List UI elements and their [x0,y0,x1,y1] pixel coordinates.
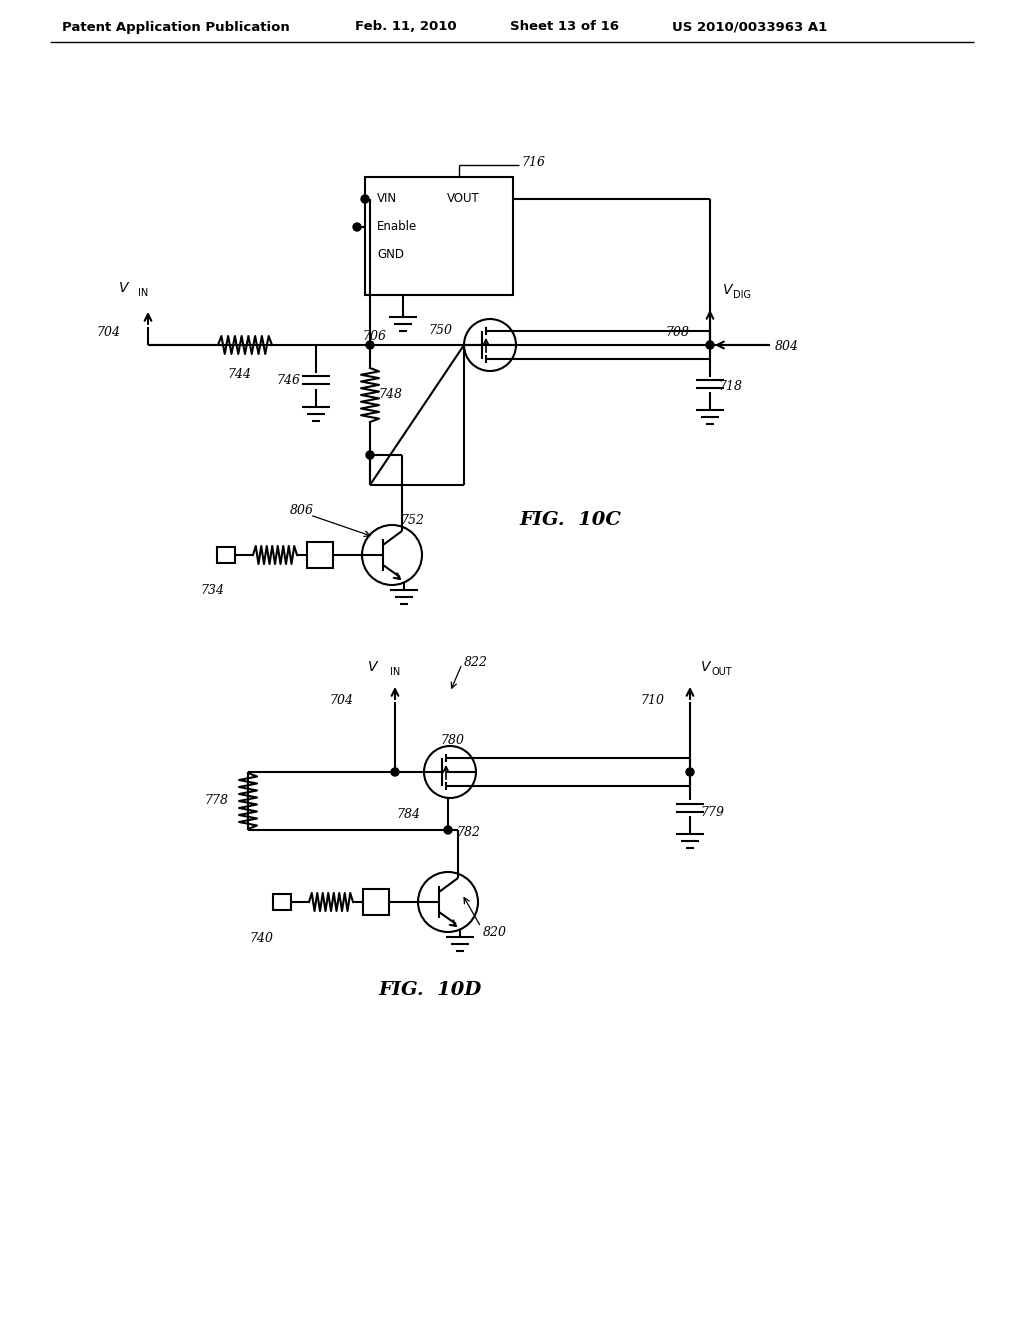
Bar [365,177,513,294]
Text: 716: 716 [521,156,545,169]
Text: 744: 744 [227,368,251,381]
Circle shape [686,768,694,776]
Circle shape [353,223,361,231]
Text: 820: 820 [483,925,507,939]
Bar [273,894,291,909]
Text: 704: 704 [329,693,353,706]
Text: 782: 782 [456,825,480,838]
Text: 784: 784 [396,808,420,821]
Text: 706: 706 [362,330,386,343]
Text: $V$: $V$ [367,660,379,675]
Text: 740: 740 [249,932,273,945]
Text: 746: 746 [276,374,300,387]
Text: Enable: Enable [377,220,417,234]
Text: IN: IN [390,667,400,677]
Text: FIG.  10C: FIG. 10C [519,511,621,529]
Circle shape [444,826,452,834]
Text: OUT: OUT [712,667,732,677]
Text: IN: IN [138,288,148,298]
Text: $V$: $V$ [118,281,130,294]
Text: 804: 804 [775,341,799,354]
Text: 734: 734 [200,583,224,597]
Text: US 2010/0033963 A1: US 2010/0033963 A1 [672,21,827,33]
Bar [307,543,333,568]
Text: VOUT: VOUT [447,193,480,206]
Text: $V$: $V$ [722,282,734,297]
Text: FIG.  10D: FIG. 10D [379,981,481,999]
Text: Patent Application Publication: Patent Application Publication [62,21,290,33]
Text: Sheet 13 of 16: Sheet 13 of 16 [510,21,618,33]
Circle shape [391,768,399,776]
Text: 822: 822 [464,656,488,668]
Text: DIG: DIG [733,290,751,300]
Circle shape [366,341,374,348]
Text: GND: GND [377,248,404,261]
Text: VIN: VIN [377,193,397,206]
Circle shape [706,341,714,348]
Text: 748: 748 [378,388,402,401]
Text: 718: 718 [718,380,742,393]
Text: 704: 704 [96,326,120,339]
Circle shape [366,451,374,459]
Text: 779: 779 [700,805,724,818]
Text: 750: 750 [428,325,452,338]
Text: 780: 780 [440,734,464,747]
Text: 752: 752 [400,513,424,527]
Text: 778: 778 [204,795,228,808]
Text: 710: 710 [640,693,664,706]
Circle shape [361,195,369,203]
Text: 806: 806 [290,504,314,517]
Text: $V$: $V$ [700,660,713,675]
Text: Feb. 11, 2010: Feb. 11, 2010 [355,21,457,33]
Bar [217,546,234,564]
Bar [362,888,389,915]
Text: 708: 708 [665,326,689,339]
